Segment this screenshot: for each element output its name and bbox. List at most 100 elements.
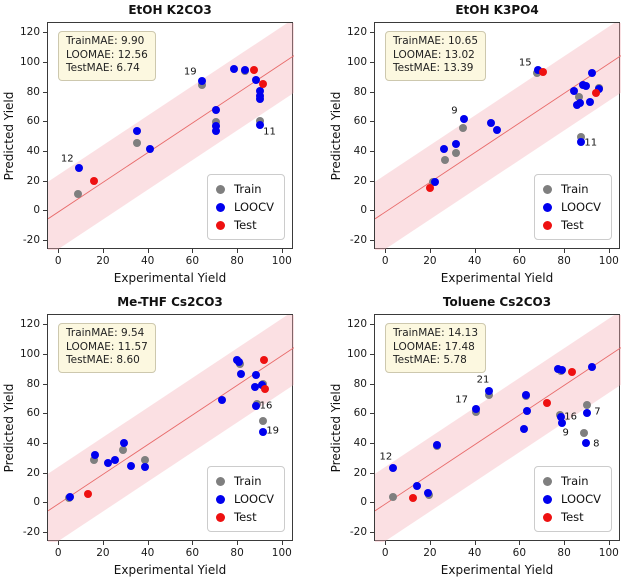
test-point xyxy=(84,489,93,498)
loocv-point xyxy=(251,402,260,411)
legend: Train LOOCV Test xyxy=(207,174,285,240)
subplot-toluene-cs2co3: Toluene Cs2CO3 12 17 21 16 9 7 8 TrainMAE: 14.13… xyxy=(311,292,623,584)
loocv-point xyxy=(485,386,494,395)
x-tick-label: 80 xyxy=(557,547,571,559)
train-point xyxy=(485,391,494,400)
loocv-point xyxy=(133,127,142,136)
loocv-point xyxy=(251,371,260,380)
x-tick-label: 100 xyxy=(598,255,619,267)
y-axis-label: Predicted Yield xyxy=(329,91,343,180)
loocv-point xyxy=(585,98,594,107)
y-tick-label: 40 xyxy=(353,145,367,158)
point-label: 9 xyxy=(562,427,569,439)
x-tick xyxy=(429,249,431,253)
legend-label: LOOCV xyxy=(561,200,601,214)
test-marker-icon xyxy=(216,220,225,230)
y-tick xyxy=(370,532,374,534)
mae-box: TrainMAE: 14.13 LOOMAE: 17.48 TestMAE: 5.7… xyxy=(385,323,487,373)
point-label: 9 xyxy=(451,105,458,117)
x-tick-label: 60 xyxy=(185,547,200,559)
loocv-point xyxy=(145,145,154,154)
x-tick xyxy=(58,249,60,253)
y-tick-label: 120 xyxy=(346,26,367,39)
train-marker-icon xyxy=(543,184,552,194)
loocv-point xyxy=(126,461,135,470)
mae-line: TrainMAE: 14.13 xyxy=(393,327,479,339)
mae-line: LOOMAE: 17.48 xyxy=(393,340,475,353)
plot-area: 12 19 11 TrainMAE: 9.90 LOOMAE: 12.56 TestMAE… xyxy=(47,22,294,250)
subplot-methf-cs2co3: Me-THF Cs2CO3 16 19 TrainMAE: 9.54 LOOMAE: 1… xyxy=(0,292,311,584)
loocv-point xyxy=(90,451,99,460)
y-tick xyxy=(370,121,374,123)
legend-item-test: Test xyxy=(216,508,274,526)
y-tick xyxy=(43,443,47,445)
x-tick-label: 60 xyxy=(185,255,200,267)
y-tick xyxy=(43,472,47,474)
legend-label: LOOCV xyxy=(561,492,601,506)
loocv-point xyxy=(587,68,596,77)
train-point xyxy=(459,124,468,133)
y-tick-label: -20 xyxy=(349,234,367,247)
mae-box: TrainMAE: 9.54 LOOMAE: 11.57 TestMAE: 8.60 xyxy=(58,323,156,373)
y-tick-label: 120 xyxy=(19,26,40,39)
point-label: 16 xyxy=(564,411,577,423)
loocv-point xyxy=(523,406,532,415)
loocv-point xyxy=(594,85,603,94)
x-tick-label: 20 xyxy=(96,255,110,267)
y-tick-label: 20 xyxy=(353,174,367,187)
loocv-point xyxy=(582,82,591,91)
mae-line: TrainMAE: 9.54 xyxy=(66,327,145,339)
loocv-point xyxy=(250,382,259,391)
loocv-point xyxy=(218,395,227,404)
mae-box: TrainMAE: 10.65 LOOMAE: 13.02 TestMAE: 13.… xyxy=(385,31,487,81)
x-tick xyxy=(58,541,60,545)
test-marker-icon xyxy=(216,512,225,522)
x-tick xyxy=(519,249,521,253)
loocv-point xyxy=(534,65,543,74)
y-tick-label: 0 xyxy=(360,496,367,509)
loocv-point xyxy=(211,105,220,114)
train-point xyxy=(258,417,267,426)
mae-line: TestMAE: 5.78 xyxy=(393,354,467,367)
y-tick-label: -20 xyxy=(22,526,40,539)
legend-item-loocv: LOOCV xyxy=(216,198,274,216)
mae-box: TrainMAE: 9.90 LOOMAE: 12.56 TestMAE: 6.74 xyxy=(58,31,156,81)
loocv-point xyxy=(440,145,449,154)
y-tick-label: -20 xyxy=(349,526,367,539)
loocv-point xyxy=(256,120,265,129)
x-tick xyxy=(281,541,283,545)
loocv-point xyxy=(556,413,565,422)
test-point xyxy=(538,67,547,76)
loocv-point xyxy=(251,76,260,85)
y-tick xyxy=(43,324,47,326)
x-tick xyxy=(102,249,104,253)
y-tick xyxy=(43,532,47,534)
x-tick xyxy=(192,249,194,253)
mae-line: LOOMAE: 13.02 xyxy=(393,48,475,61)
y-tick xyxy=(370,324,374,326)
x-axis-label: Experimental Yield xyxy=(440,271,554,285)
test-point xyxy=(258,79,267,88)
point-label: 11 xyxy=(584,137,598,149)
x-tick-label: 0 xyxy=(54,547,62,559)
test-point xyxy=(260,385,269,394)
x-tick xyxy=(147,249,149,253)
point-label: 17 xyxy=(455,394,468,406)
mae-line: TestMAE: 6.74 xyxy=(66,62,140,75)
test-point xyxy=(425,184,434,193)
legend-label: Train xyxy=(234,474,262,488)
test-point xyxy=(409,494,418,503)
point-label: 11 xyxy=(263,126,276,138)
x-tick xyxy=(147,541,149,545)
loocv-point xyxy=(229,64,238,73)
plot-area: 16 19 TrainMAE: 9.54 LOOMAE: 11.57 TestMAE: … xyxy=(47,314,294,542)
y-tick xyxy=(370,443,374,445)
legend-label: Test xyxy=(561,218,584,232)
legend-item-test: Test xyxy=(543,508,601,526)
subplot-etoh-k2co3: EtOH K2CO3 12 19 11 TrainMAE: 9.90 LOOMAE: 12… xyxy=(0,0,311,292)
x-tick xyxy=(237,541,239,545)
x-tick-label: 80 xyxy=(557,255,571,267)
x-tick xyxy=(102,541,104,545)
loocv-point xyxy=(582,439,591,448)
loocv-point xyxy=(432,440,441,449)
